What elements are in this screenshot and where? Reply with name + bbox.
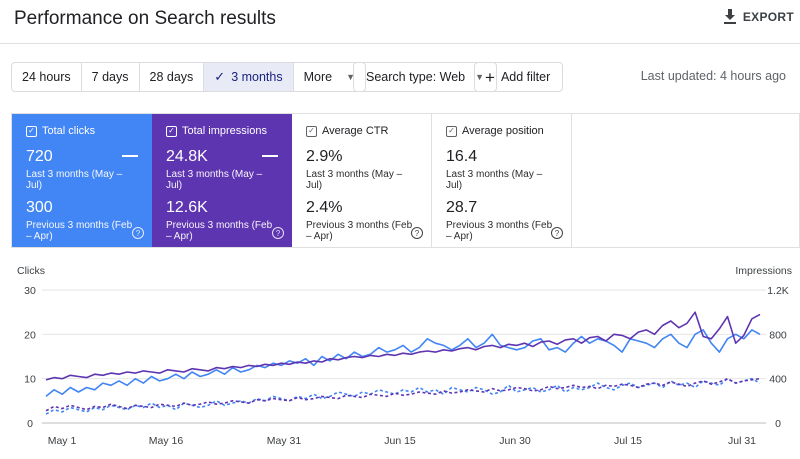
help-icon[interactable]: ? <box>551 227 563 239</box>
right-tick-label: 0 <box>775 418 781 430</box>
help-icon[interactable]: ? <box>132 227 144 239</box>
card-period: Last 3 months (May – Jul) <box>166 169 263 191</box>
series-line-previous-clicks[interactable] <box>45 377 761 415</box>
search-type-label: Search type: Web <box>366 70 466 84</box>
card-value: 2.9% <box>306 148 343 165</box>
check-icon: ✓ <box>214 69 226 84</box>
series-legend-line <box>262 155 278 157</box>
card-prev-period: Previous 3 months (Feb – Apr) <box>446 220 553 242</box>
card-average-position[interactable]: ✓ Average position 16.4 Last 3 months (Ma… <box>432 114 572 247</box>
right-tick-label: 1.2K <box>767 285 789 297</box>
x-tick-label: Jul 31 <box>728 435 756 447</box>
download-icon <box>723 9 736 24</box>
add-filter-label: Add filter <box>500 70 551 84</box>
last-updated-text: Last updated: 4 hours ago <box>640 69 786 83</box>
card-label: Total clicks <box>42 125 96 137</box>
series-line-clicks[interactable] <box>45 329 761 398</box>
card-total-clicks[interactable]: ✓ Total clicks 720 Last 3 months (May – J… <box>12 114 152 247</box>
search-type-dropdown[interactable]: Search type: Web ▼ <box>353 62 498 92</box>
card-period: Last 3 months (May – Jul) <box>26 169 123 191</box>
card-period: Last 3 months (May – Jul) <box>446 169 543 191</box>
range-label: 28 days <box>149 70 194 84</box>
add-filter-button[interactable]: + Add filter <box>474 62 564 92</box>
card-prev-value: 2.4% <box>306 199 343 216</box>
card-prev-period: Previous 3 months (Feb – Apr) <box>306 220 413 242</box>
card-label: Total impressions <box>182 125 267 137</box>
range-7-days[interactable]: 7 days <box>82 63 140 91</box>
card-value: 720 <box>26 148 53 165</box>
checkbox-checked-icon[interactable]: ✓ <box>166 125 177 137</box>
more-label: More <box>303 70 333 84</box>
metric-cards: ✓ Total clicks 720 Last 3 months (May – J… <box>11 113 800 248</box>
range-3-months[interactable]: ✓ 3 months <box>204 63 294 91</box>
series-line-previous-impressions[interactable] <box>45 377 761 412</box>
page-title: Performance on Search results <box>14 8 276 29</box>
series-line-impressions[interactable] <box>45 311 761 381</box>
range-label: 7 days <box>91 70 129 84</box>
x-tick-label: Jul 15 <box>614 435 642 447</box>
range-24-hours[interactable]: 24 hours <box>12 63 82 91</box>
caret-down-icon: ▼ <box>346 72 356 82</box>
left-axis-label: Clicks <box>17 265 45 277</box>
checkbox-checked-icon[interactable]: ✓ <box>306 125 317 137</box>
right-tick-label: 400 <box>769 374 787 386</box>
card-label: Average position <box>462 125 544 137</box>
left-tick-label: 0 <box>27 418 33 430</box>
range-label: 3 months <box>231 70 283 84</box>
card-prev-period: Previous 3 months (Feb – Apr) <box>166 220 273 242</box>
card-prev-value: 28.7 <box>446 199 478 216</box>
help-icon[interactable]: ? <box>411 227 423 239</box>
x-tick-label: Jun 15 <box>384 435 416 447</box>
card-average-ctr[interactable]: ✓ Average CTR 2.9% Last 3 months (May – J… <box>292 114 432 247</box>
series-legend-line <box>122 155 138 157</box>
card-prev-value: 300 <box>26 199 53 216</box>
plus-icon: + <box>485 67 495 87</box>
x-tick-label: May 31 <box>267 435 302 447</box>
page-header: Performance on Search results EXPORT <box>0 0 800 44</box>
checkbox-checked-icon[interactable]: ✓ <box>26 125 37 137</box>
left-tick-label: 10 <box>24 374 36 386</box>
x-tick-label: May 16 <box>149 435 184 447</box>
right-axis-label: Impressions <box>735 265 792 277</box>
checkbox-checked-icon[interactable]: ✓ <box>446 125 457 137</box>
card-prev-value: 12.6K <box>166 199 208 216</box>
caret-down-icon: ▼ <box>475 72 485 82</box>
performance-chart[interactable]: Clicks Impressions 0 0 10 400 20 800 30 1.2K May… <box>0 258 800 459</box>
card-value: 24.8K <box>166 148 208 165</box>
card-label: Average CTR <box>322 125 389 137</box>
export-button[interactable]: EXPORT <box>723 9 794 25</box>
card-prev-period: Previous 3 months (Feb – Apr) <box>26 220 133 242</box>
range-28-days[interactable]: 28 days <box>140 63 205 91</box>
range-more-dropdown[interactable]: More ▼ <box>294 63 365 91</box>
export-label: EXPORT <box>742 10 794 24</box>
x-tick-label: Jun 30 <box>499 435 531 447</box>
date-range-selector: 24 hours 7 days 28 days ✓ 3 months More ▼ <box>11 62 367 92</box>
help-icon[interactable]: ? <box>272 227 284 239</box>
left-tick-label: 20 <box>24 329 36 341</box>
x-tick-label: May 1 <box>48 435 77 447</box>
range-label: 24 hours <box>22 70 71 84</box>
performance-chart-svg[interactable]: Clicks Impressions 0 0 10 400 20 800 30 1.2K May… <box>0 258 800 459</box>
card-total-impressions[interactable]: ✓ Total impressions 24.8K Last 3 months (… <box>152 114 292 247</box>
card-value: 16.4 <box>446 148 478 165</box>
left-tick-label: 30 <box>24 285 36 297</box>
card-period: Last 3 months (May – Jul) <box>306 169 403 191</box>
right-tick-label: 800 <box>769 329 787 341</box>
